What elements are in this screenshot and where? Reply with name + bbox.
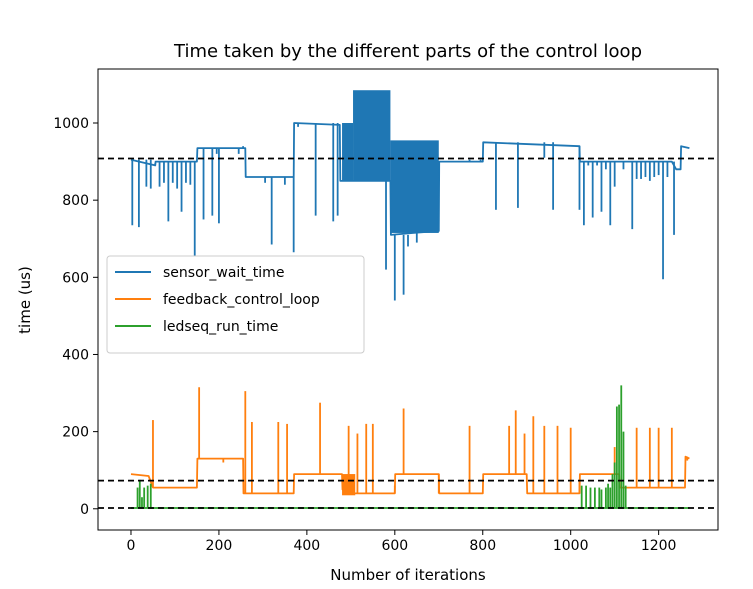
series-sensor_wait_time: [130, 90, 690, 301]
y-tick-label: 200: [62, 425, 89, 441]
legend-label-feedback_control_loop: feedback_control_loop: [163, 292, 320, 308]
plot-area-frame: [97, 68, 719, 531]
series-band-0-2: [390, 140, 439, 233]
x-axis-label: Number of iterations: [330, 566, 486, 584]
series-band-0-1: [353, 90, 391, 181]
x-tick-label: 600: [381, 538, 408, 554]
x-tick-label: 400: [293, 538, 320, 554]
series-line-feedback_control_loop: [130, 455, 690, 495]
y-tick-label: 600: [62, 270, 89, 286]
series-layer: [130, 90, 690, 509]
legend: sensor_wait_time feedback_control_loopled…: [106, 255, 365, 354]
x-tick-label: 800: [469, 538, 496, 554]
x-tick-label: 1000: [553, 538, 589, 554]
chart-title: Time taken by the different parts of the…: [173, 41, 642, 62]
y-tick-label: 1000: [53, 116, 89, 132]
legend-frame: [106, 255, 365, 354]
series-band-0-0: [342, 123, 354, 181]
y-tick-label: 400: [62, 347, 89, 363]
y-tick-label: 0: [80, 502, 89, 518]
legend-label-sensor_wait_time: sensor_wait_time: [163, 265, 284, 281]
reference-lines: [98, 157, 718, 509]
x-tick-label: 1200: [641, 538, 677, 554]
legend-label-ledseq_run_time: ledseq_run_time: [163, 319, 278, 335]
series-ledseq_run_time: [131, 385, 690, 509]
x-axis: 0 200 400 600 800 1000 1200: [127, 530, 677, 554]
series-feedback_control_loop: [130, 387, 690, 496]
y-axis: 0 200 400 600 800 1000: [53, 116, 98, 518]
y-tick-label: 800: [62, 193, 89, 209]
y-axis-label: time (us): [16, 266, 34, 334]
x-tick-label: 200: [206, 538, 233, 554]
x-tick-label: 0: [127, 538, 136, 554]
